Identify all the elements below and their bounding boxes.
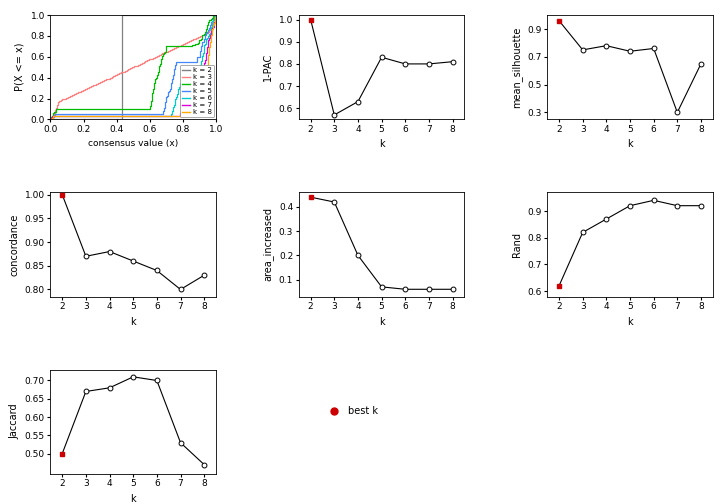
Y-axis label: concordance: concordance: [9, 213, 19, 276]
X-axis label: k: k: [627, 140, 633, 150]
Y-axis label: mean_silhouette: mean_silhouette: [510, 27, 522, 108]
Y-axis label: Rand: Rand: [512, 232, 522, 257]
X-axis label: k: k: [130, 317, 136, 327]
X-axis label: k: k: [130, 494, 136, 504]
Y-axis label: Jaccard: Jaccard: [9, 404, 19, 439]
X-axis label: consensus value (x): consensus value (x): [88, 140, 179, 149]
Legend: k = 2, k = 3, k = 4, k = 5, k = 6, k = 7, k = 8: k = 2, k = 3, k = 4, k = 5, k = 6, k = 7…: [179, 65, 214, 117]
X-axis label: k: k: [379, 317, 384, 327]
Y-axis label: 1-PAC: 1-PAC: [264, 53, 274, 81]
Legend: best k: best k: [320, 402, 382, 420]
Y-axis label: area_increased: area_increased: [262, 208, 274, 281]
X-axis label: k: k: [627, 317, 633, 327]
Y-axis label: P(X <= x): P(X <= x): [15, 43, 25, 92]
X-axis label: k: k: [379, 140, 384, 150]
